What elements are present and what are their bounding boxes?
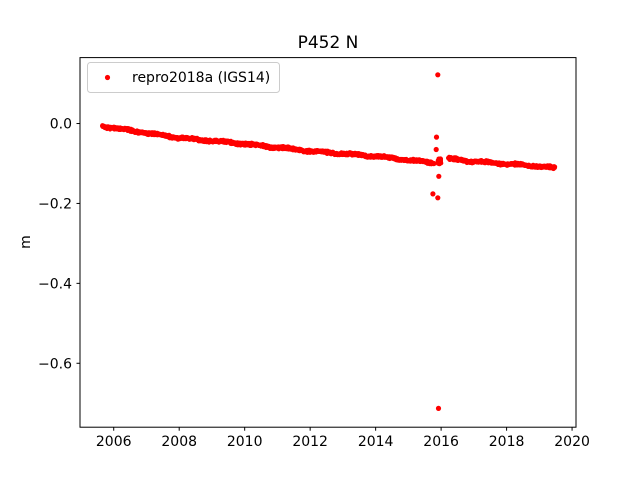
x-tick-label: 2018 <box>489 434 525 450</box>
y-tick-label: −0.2 <box>38 196 72 212</box>
x-tick-label: 2006 <box>96 434 132 450</box>
legend: repro2018a (IGS14) <box>87 62 280 93</box>
x-tick-label: 2010 <box>227 434 263 450</box>
legend-marker-icon <box>104 74 111 81</box>
legend-frame <box>87 62 280 93</box>
scatter-points <box>100 72 558 411</box>
plot-frame <box>79 57 577 428</box>
chart-title: P452 N <box>298 33 359 53</box>
x-tick-label: 2016 <box>423 434 459 450</box>
x-tick-label: 2020 <box>554 434 590 450</box>
y-tick-label: −0.6 <box>38 356 72 372</box>
x-tick-label: 2008 <box>161 434 197 450</box>
y-tick-label: −0.4 <box>38 276 72 292</box>
x-tick-label: 2012 <box>292 434 328 450</box>
axes: 2006 2008 2010 2012 2014 2016 2018 2020 0.0 −0.2 −… <box>38 57 590 450</box>
x-tick-label: 2014 <box>358 434 394 450</box>
y-axis-label: m <box>18 235 34 249</box>
y-tick-label: 0.0 <box>50 117 72 133</box>
legend-label: repro2018a (IGS14) <box>132 70 270 86</box>
